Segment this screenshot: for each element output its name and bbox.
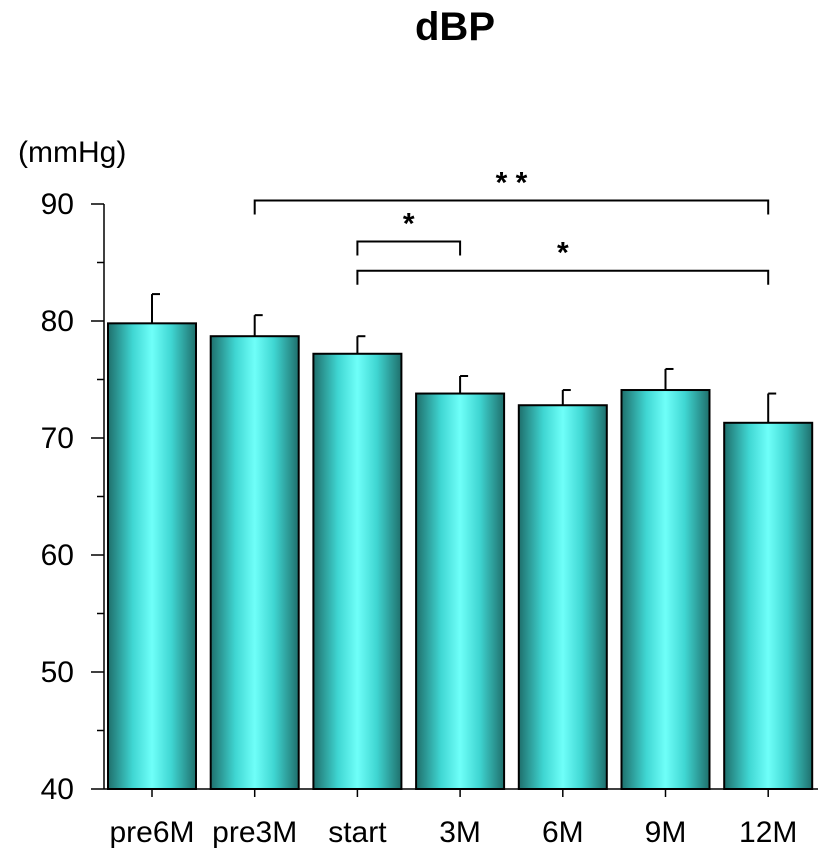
x-tick-label-pre3M: pre3M — [212, 816, 297, 848]
y-tick-label: 60 — [41, 539, 74, 572]
bar-pre6M — [107, 322, 197, 790]
significance-bracket — [253, 199, 770, 215]
bar-pre3M — [209, 335, 300, 790]
y-tick-label: 70 — [41, 422, 74, 455]
bar-6M — [517, 404, 608, 790]
x-tick-label-start: start — [328, 816, 387, 848]
y-tick-label: 80 — [41, 305, 74, 338]
x-tick-label-12M: 12M — [739, 816, 797, 848]
y-axis-unit-label: (mmHg) — [18, 136, 126, 169]
significance-label: * — [403, 207, 415, 240]
plot-area: 40 50 60 70 80 90 pre6M pre3M start 3M 6M 9M 12M * * *… — [41, 166, 818, 848]
chart-title: dBP — [415, 5, 495, 49]
x-tick-label-6M: 6M — [542, 816, 584, 848]
y-tick-label: 40 — [41, 773, 74, 806]
y-tick-label: 90 — [41, 188, 74, 221]
significance-label: * * — [496, 166, 528, 199]
significance-label: * — [557, 237, 569, 270]
bar-12M — [723, 421, 814, 790]
significance-bracket — [356, 240, 462, 256]
x-tick-label-pre6M: pre6M — [109, 816, 194, 848]
bar-3M — [415, 392, 506, 790]
bar-start — [312, 352, 403, 790]
significance-bracket — [356, 269, 770, 285]
x-tick-label-9M: 9M — [645, 816, 687, 848]
y-tick-label: 50 — [41, 656, 74, 689]
bar-9M — [620, 389, 711, 790]
x-tick-label-3M: 3M — [439, 816, 481, 848]
